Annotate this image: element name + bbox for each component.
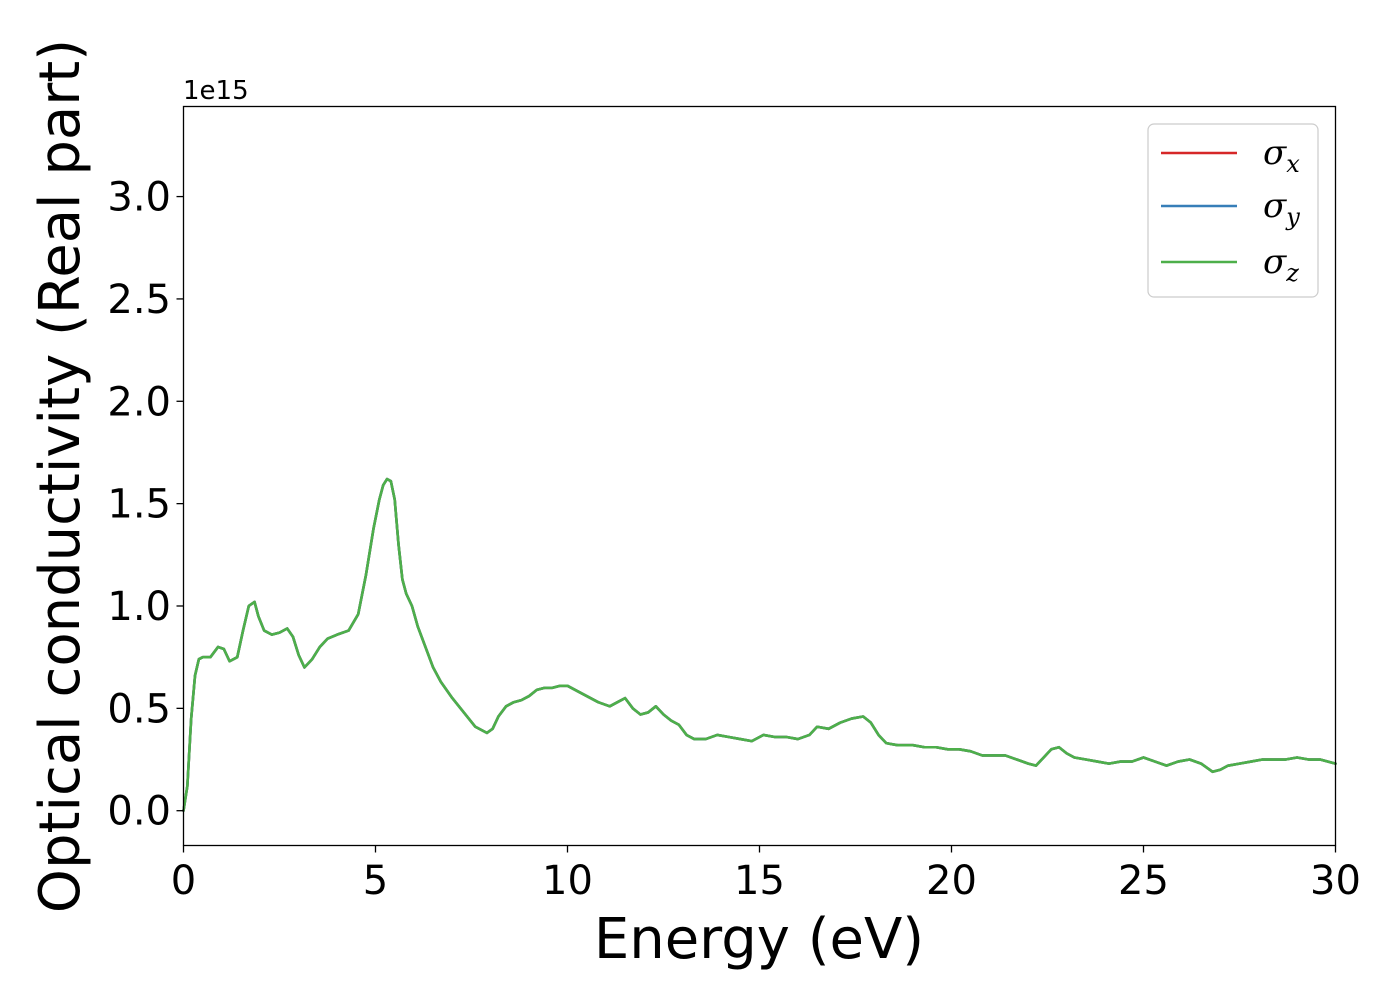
legend-label-y: σy xyxy=(1263,186,1300,231)
legend-label-x: σx xyxy=(1263,133,1300,178)
x-tick-label: 30 xyxy=(1310,858,1361,904)
series-line-y xyxy=(182,477,1337,813)
y-offset-label: 1e15 xyxy=(183,76,249,106)
x-axis-title: Energy (eV) xyxy=(594,907,924,972)
legend: σx σy σz xyxy=(1147,123,1319,298)
y-tick-label: 2.0 xyxy=(107,379,171,425)
x-tick-label: 5 xyxy=(363,858,388,904)
legend-label-z: σz xyxy=(1263,242,1299,287)
series-layer xyxy=(182,477,1337,813)
legend-box xyxy=(1147,123,1319,298)
x-tick-label: 10 xyxy=(542,858,593,904)
y-tick-label: 0.5 xyxy=(107,686,171,732)
y-axis: 0.0 0.5 1.0 1.5 2.0 2.5 3.0 xyxy=(107,175,184,835)
x-tick-label: 25 xyxy=(1118,858,1169,904)
x-tick-label: 20 xyxy=(926,858,977,904)
y-tick-label: 1.5 xyxy=(107,482,171,528)
y-axis-title: Optical conductivity (Real part) xyxy=(28,39,93,913)
series-line-z xyxy=(182,477,1337,813)
y-tick-label: 0.0 xyxy=(107,789,171,835)
y-tick-label: 1.0 xyxy=(107,584,171,630)
y-tick-label: 2.5 xyxy=(107,277,171,323)
x-tick-label: 15 xyxy=(734,858,785,904)
x-axis: 0 5 10 15 20 25 30 xyxy=(171,845,1361,904)
y-tick-label: 3.0 xyxy=(107,175,171,221)
series-line-x xyxy=(182,477,1337,813)
x-tick-label: 0 xyxy=(171,858,196,904)
